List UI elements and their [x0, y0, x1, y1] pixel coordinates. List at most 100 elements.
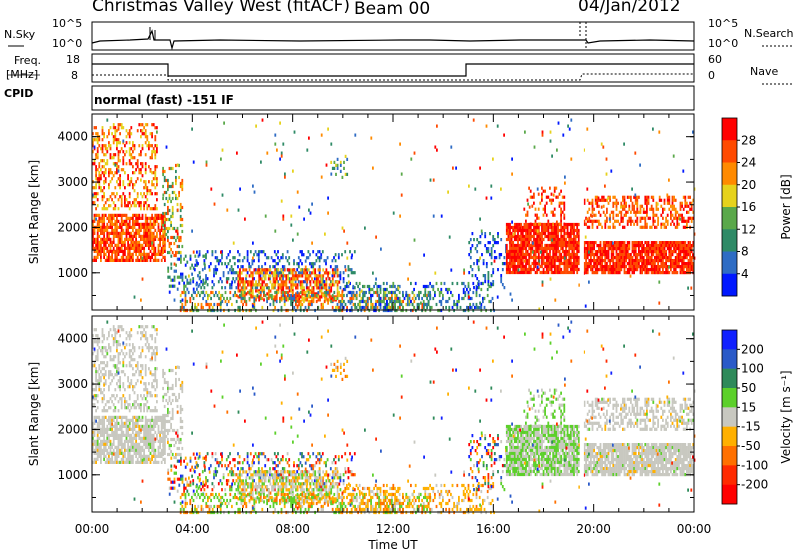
heatmap-cell	[430, 284, 433, 289]
heatmap-cell	[175, 178, 177, 183]
heatmap-cell	[317, 305, 320, 310]
heatmap-cell	[146, 219, 149, 223]
heatmap-cell	[585, 259, 587, 263]
heatmap-cell	[642, 262, 645, 266]
heatmap-cell	[646, 271, 648, 275]
heatmap-cell	[517, 246, 519, 251]
heatmap-cell	[539, 231, 542, 236]
heatmap-cell	[658, 253, 661, 257]
heatmap-cell	[510, 234, 513, 239]
heatmap-cell	[689, 268, 691, 272]
heatmap-cell	[622, 259, 624, 263]
heatmap-cell	[100, 186, 102, 190]
heatmap-cell	[141, 162, 144, 166]
heatmap-cell	[623, 225, 626, 229]
heatmap-cell	[588, 259, 591, 263]
heatmap-cell	[143, 231, 145, 235]
heatmap-cell	[109, 433, 112, 437]
heatmap-cell	[560, 201, 562, 205]
heatmap-cell	[98, 448, 101, 452]
heatmap-cell	[662, 210, 664, 214]
heatmap-cell	[293, 130, 296, 134]
heatmap-cell	[128, 231, 131, 235]
heatmap-cell	[293, 283, 296, 287]
heatmap-cell	[192, 280, 195, 284]
heatmap-cell	[322, 293, 324, 298]
heatmap-cell	[96, 255, 99, 259]
heatmap-cell	[618, 247, 621, 251]
heatmap-cell	[473, 262, 475, 266]
heatmap-cell	[149, 237, 152, 241]
heatmap-cell	[615, 247, 618, 251]
heatmap-cell	[626, 271, 629, 275]
heatmap-cell	[106, 216, 109, 220]
heatmap-cell	[116, 246, 118, 250]
heatmap-cell	[503, 256, 506, 260]
heatmap-cell	[154, 235, 157, 239]
heatmap-cell	[199, 293, 201, 298]
heatmap-cell	[261, 265, 263, 269]
heatmap-cell	[606, 210, 608, 214]
heatmap-cell	[646, 256, 648, 260]
heatmap-cell	[411, 296, 414, 301]
heatmap-cell	[95, 246, 97, 250]
heatmap-cell	[140, 255, 142, 259]
heatmap-cell	[264, 283, 267, 287]
heatmap-cell	[280, 283, 283, 287]
heatmap-cell	[555, 228, 558, 233]
heatmap-cell	[599, 241, 602, 245]
heatmap-cell	[638, 265, 640, 269]
heatmap-cell	[130, 240, 133, 244]
heatmap-cell	[259, 268, 262, 272]
heatmap-cell	[320, 283, 323, 287]
heatmap-cell	[261, 118, 264, 122]
heatmap-cell	[610, 271, 613, 275]
heatmap-cell	[98, 213, 101, 217]
heatmap-cell	[132, 219, 134, 223]
heatmap-cell	[322, 274, 325, 278]
heatmap-cell	[280, 268, 283, 272]
heatmap-cell	[103, 246, 105, 250]
heatmap-cell	[103, 219, 105, 223]
heatmap-cell	[607, 241, 610, 245]
freq-right-tick-top: 60	[708, 53, 722, 66]
heatmap-cell	[678, 241, 680, 245]
heatmap-cell	[549, 231, 551, 236]
heatmap-cell	[103, 454, 105, 458]
heatmap-cell	[631, 265, 634, 269]
heatmap-cell	[274, 142, 277, 146]
heatmap-cell	[101, 430, 104, 434]
heatmap-cell	[339, 286, 342, 290]
heatmap-cell	[671, 244, 674, 248]
heatmap-cell	[256, 271, 259, 275]
heatmap-cell	[280, 290, 283, 295]
heatmap-cell	[609, 268, 611, 272]
heatmap-cell	[692, 256, 695, 260]
heatmap-cell	[573, 252, 575, 257]
heatmap-cell	[112, 192, 115, 196]
heatmap-cell	[170, 247, 172, 252]
heatmap-cell	[188, 281, 190, 285]
heatmap-cell	[189, 281, 192, 285]
heatmap-cell	[148, 243, 150, 247]
heatmap-cell	[454, 302, 457, 307]
heatmap-cell	[626, 247, 629, 251]
heatmap-cell	[569, 237, 572, 242]
heatmap-cell	[430, 305, 433, 310]
heatmap-cell	[446, 290, 449, 295]
heatmap-cell	[333, 268, 335, 272]
heatmap-cell	[266, 292, 269, 296]
heatmap-cell	[563, 204, 566, 208]
heatmap-cell	[681, 201, 683, 205]
heatmap-cell	[140, 258, 142, 262]
heatmap-cell	[176, 163, 179, 167]
heatmap-cell	[117, 183, 120, 187]
heatmap-cell	[237, 274, 240, 278]
heatmap-cell	[138, 228, 141, 232]
heatmap-cell	[471, 268, 474, 272]
heatmap-cell	[362, 284, 364, 289]
heatmap-cell	[515, 255, 518, 260]
heatmap-cell	[327, 301, 329, 305]
heatmap-cell	[95, 177, 97, 181]
